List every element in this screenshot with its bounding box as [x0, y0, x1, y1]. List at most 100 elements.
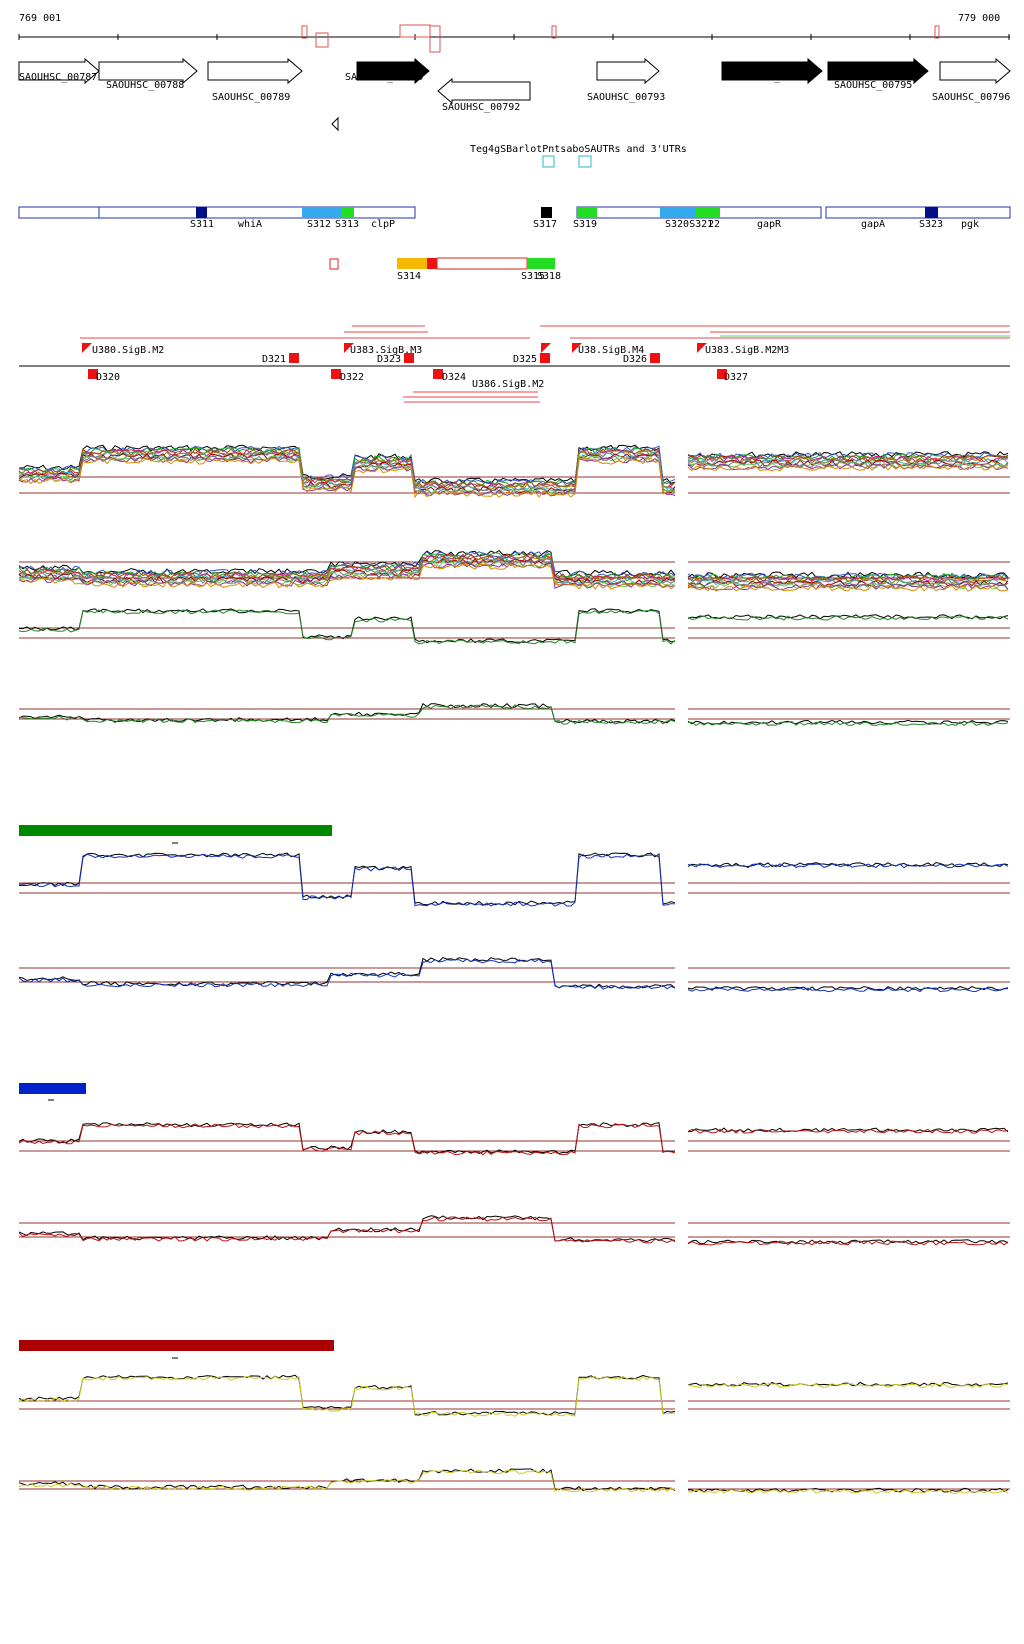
promoter-label: D321: [262, 354, 286, 365]
gene-label: SAOUHSC_00795: [834, 80, 912, 91]
gene-label: SAOUHSC_00790: [345, 72, 423, 83]
gene-arrow: [437, 77, 531, 105]
ruler-feature-mark: [551, 25, 557, 39]
expression-line: [18, 1216, 1009, 1246]
segment-label: gapA: [861, 219, 885, 230]
promoter-label: U380.SigB.M2: [92, 345, 164, 356]
segment-label: S314: [397, 271, 421, 282]
gene-label: SAOUHSC_00788: [106, 80, 184, 91]
utr-box: [542, 155, 555, 168]
condition-bar-red: [19, 1340, 334, 1351]
segment-block: [397, 258, 427, 269]
small-arrow-icon: [331, 116, 339, 132]
promoter-box: [331, 369, 341, 379]
segment-label: S312: [307, 219, 331, 230]
expression-line: [18, 457, 1009, 499]
promoter-label: U38.SigB.M4: [578, 345, 644, 356]
segment-label: S317: [533, 219, 557, 230]
segment-label: gapR: [757, 219, 782, 230]
promoter-label: D322: [340, 372, 364, 383]
promoter-box: [289, 353, 299, 363]
promoter-box: [433, 369, 443, 379]
segment-label: S315: [521, 271, 545, 282]
promoter-flag: [344, 343, 354, 353]
segment-bar: [436, 257, 528, 270]
ruler-feature-mark: [301, 25, 308, 39]
promoter-box: [540, 353, 550, 363]
gene-track: SAOUHSC_00787 SAOUHSC_00788 SAOUHSC_00789 S…: [18, 57, 1011, 132]
ruler-feature-mark: [934, 25, 940, 39]
segment-label: S320S321: [665, 219, 713, 230]
gene-label: SAOUHSC_00793: [587, 92, 665, 103]
expression-line: [18, 1123, 1009, 1156]
promoter-box: [650, 353, 660, 363]
gene-label: SAOUHSC_00792: [442, 102, 520, 113]
ruler-start-label: 769 001: [19, 13, 62, 24]
gene-arrow: [207, 57, 303, 85]
promoter-flag: [541, 343, 551, 353]
promoter-flag: [697, 343, 707, 353]
segment-block: [196, 207, 207, 218]
utr-label: Teg4gSBarlotPntsaboSAUTRs and 3'UTRs: [470, 144, 687, 155]
ruler-end-label: 779 000: [958, 13, 1001, 24]
segment-block: [541, 207, 552, 218]
gene-arrow: [596, 57, 660, 85]
expression-line: [18, 448, 1009, 490]
expression-line: [18, 1469, 1009, 1494]
ruler-track: [18, 24, 1010, 53]
segment-block: [696, 207, 720, 218]
promoter-label: U383.SigB.M3: [350, 345, 422, 356]
segment-small: [329, 258, 339, 270]
promoter-label: D325: [513, 354, 537, 365]
expression-line: [18, 704, 1009, 727]
expression-line: [18, 1215, 1009, 1245]
gene-arrow: [98, 57, 198, 85]
segment-label: 22: [708, 219, 720, 230]
promoter-box: [717, 369, 727, 379]
promoter-label: D320: [96, 372, 120, 383]
gene-arrow: [939, 57, 1011, 85]
segment-label: clpP: [371, 219, 395, 230]
promoter-track: U380.SigB.M2 U383.SigB.M3 U38.SigB.M4 U383.…: [19, 325, 1010, 403]
segment-block: [302, 207, 342, 218]
expression-line: [18, 447, 1009, 489]
expression-line: [18, 609, 1009, 645]
promoter-label: U386.SigB.M2: [472, 379, 544, 390]
promoter-label: D326: [623, 354, 647, 365]
gene-label: SAOUHSC_00794: [732, 72, 810, 83]
expression-line: [18, 562, 1009, 592]
segment-bar: [825, 206, 1011, 219]
segment-label: pgk: [961, 219, 979, 230]
expression-line: [18, 853, 1009, 907]
gene-label: SAOUHSC_00787: [19, 72, 97, 83]
expression-line: [18, 562, 1009, 591]
segment-block: [342, 207, 354, 218]
expression-line: [18, 958, 1009, 993]
promoter-flag: [82, 343, 92, 353]
segment-block: [577, 207, 597, 218]
gene-arrow: [18, 57, 100, 85]
segment-block: [925, 207, 938, 218]
condition-bar-blue: [19, 1083, 86, 1094]
segment-block: [660, 207, 696, 218]
segment-label: S319: [573, 219, 597, 230]
gene-label: SAOUHSC_00789: [212, 92, 290, 103]
promoter-label: D323: [377, 354, 401, 365]
utr-track: Teg4gSBarlotPntsaboSAUTRs and 3'UTRs: [470, 144, 687, 168]
expression-profiles: [18, 444, 1010, 1494]
segment-label: S318: [537, 271, 561, 282]
utr-box: [578, 155, 592, 168]
gene-label: SAOUHSC_00796: [932, 92, 1010, 103]
promoter-flag: [572, 343, 582, 353]
gene-arrow: [356, 57, 430, 85]
ruler-feature-mark: [315, 32, 329, 48]
segment-label: S313: [335, 219, 359, 230]
segment-label: S323: [919, 219, 943, 230]
segment-block: [427, 258, 437, 269]
ruler-feature-mark: [429, 25, 441, 53]
gene-arrow: [827, 57, 929, 85]
segment-label: whiA: [238, 219, 262, 230]
